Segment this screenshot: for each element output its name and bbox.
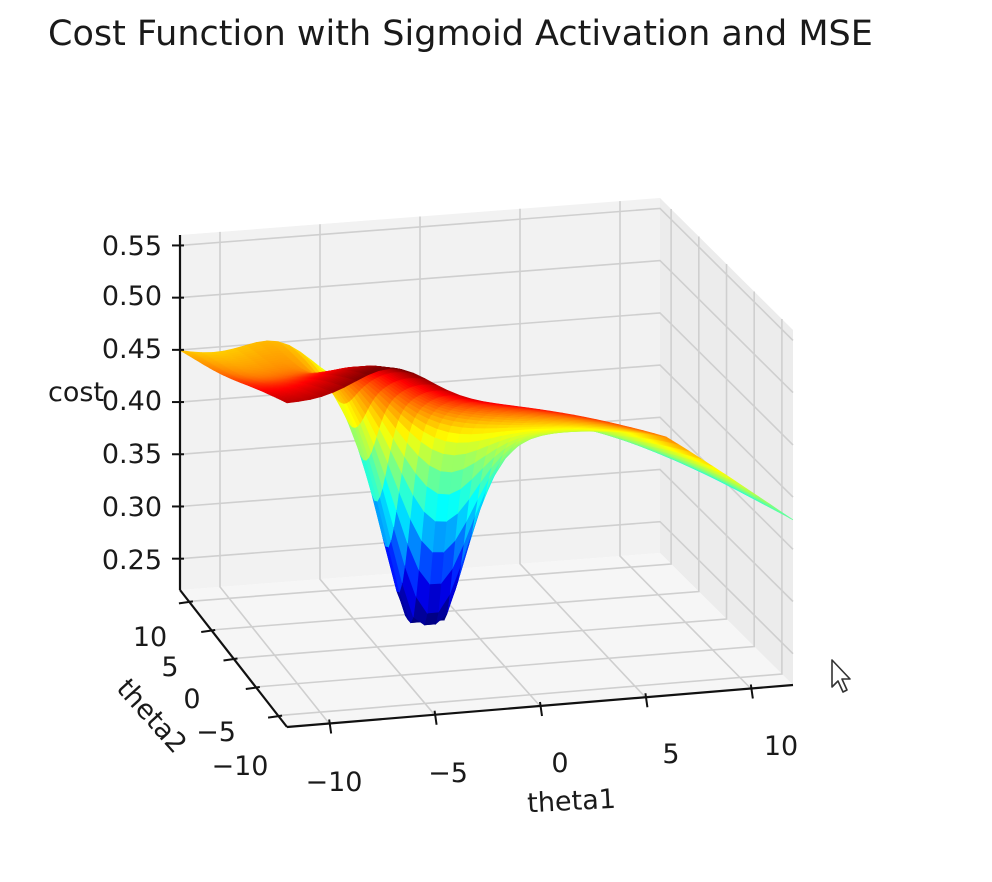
grid-line — [211, 236, 700, 631]
z-tick-label: 0.45 — [102, 334, 162, 365]
y-tick-label: 5 — [161, 652, 178, 683]
grid-line — [233, 264, 728, 660]
z-tick-label: 0.30 — [102, 492, 162, 523]
x-tick-mark — [539, 701, 543, 717]
grid-line — [219, 231, 330, 724]
grid-line — [179, 416, 794, 550]
x-axis-label: theta1 — [526, 784, 616, 820]
grid-line — [619, 201, 752, 690]
x-tick-mark — [749, 684, 754, 699]
grid-line — [179, 468, 794, 603]
x-tick-mark — [328, 719, 333, 734]
z-axis-label: cost — [48, 377, 104, 408]
y-tick-label: 0 — [183, 684, 200, 715]
y-tick-label: −5 — [196, 717, 236, 748]
x-tick-label: −5 — [428, 758, 468, 789]
y-tick-mark — [178, 600, 194, 605]
surface-facet — [283, 400, 300, 404]
grid-line — [278, 319, 783, 717]
grid-line — [179, 312, 794, 446]
y-tick-mark — [267, 714, 283, 719]
x-tick-label: 5 — [662, 739, 679, 770]
mouse-cursor-icon — [831, 659, 851, 693]
z-tick-label: 0.35 — [102, 439, 162, 470]
x-tick-mark — [433, 710, 438, 725]
y-tick-label: 10 — [133, 622, 167, 653]
grid-line — [519, 208, 646, 698]
x-tick-label: −10 — [306, 767, 363, 798]
y-axis-ticks: 10 5 0 −5 −10 — [133, 622, 269, 782]
chart-title: Cost Function with Sigmoid Activation an… — [48, 14, 873, 54]
z-tick-label: 0.55 — [102, 231, 162, 262]
y-axis-label: theta2 — [110, 673, 192, 760]
grid-line — [188, 209, 672, 603]
axis-lines — [172, 235, 794, 734]
y-tick-mark — [223, 657, 238, 662]
grid-line — [319, 224, 436, 716]
x-tick-mark — [644, 693, 649, 708]
z-axis-ticks: 0.25 0.30 0.35 0.40 0.45 0.50 0.55 — [102, 231, 162, 576]
grid-lines — [179, 201, 794, 724]
grid-line — [255, 291, 756, 688]
y-tick-mark — [245, 686, 260, 691]
y-tick-label: −10 — [212, 751, 269, 782]
z-tick-label: 0.50 — [102, 281, 162, 312]
grid-line — [179, 207, 794, 341]
x-tick-label: 0 — [551, 748, 568, 779]
cost-surface — [179, 340, 794, 626]
y-tick-mark — [201, 628, 216, 633]
x-axis-ticks: −10 −5 0 5 10 — [306, 731, 799, 798]
z-tick-label: 0.40 — [102, 386, 162, 417]
z-tick-label: 0.25 — [102, 545, 162, 576]
grid-line — [179, 259, 794, 394]
grid-line — [179, 520, 794, 655]
x-tick-label: 10 — [764, 731, 798, 762]
